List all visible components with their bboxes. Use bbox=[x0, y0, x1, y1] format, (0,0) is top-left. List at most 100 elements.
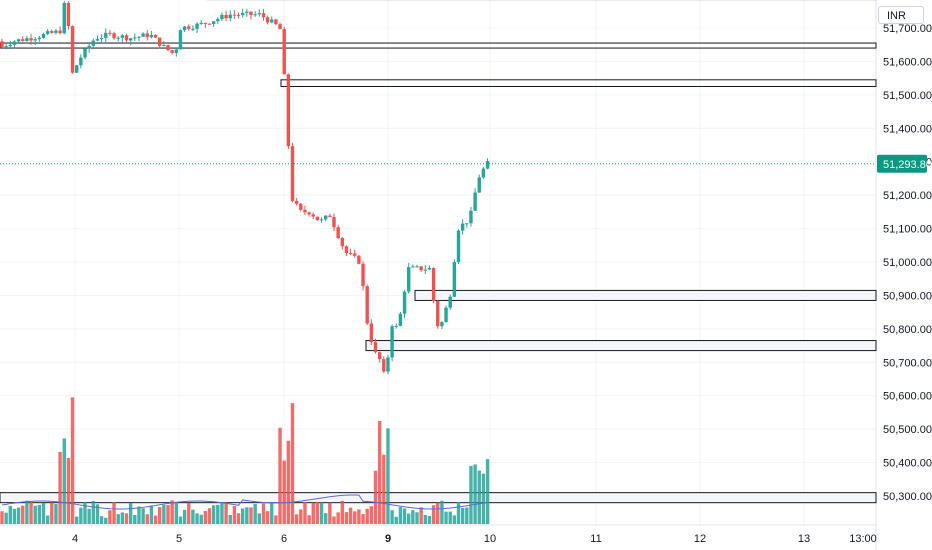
candle-body bbox=[407, 267, 411, 292]
candle-body bbox=[444, 307, 448, 323]
candle-body bbox=[83, 48, 87, 58]
volume-bar bbox=[353, 511, 357, 524]
volume-bar bbox=[66, 457, 71, 524]
candle-body bbox=[203, 22, 208, 24]
candle-body bbox=[195, 23, 199, 29]
volume-bar bbox=[485, 459, 490, 524]
candle-body bbox=[33, 39, 37, 41]
candle-body bbox=[145, 33, 149, 38]
volume-bar bbox=[0, 511, 4, 524]
y-tick-label: 51,700.00 bbox=[883, 23, 932, 35]
price-zone bbox=[365, 340, 877, 352]
volume-bar bbox=[328, 502, 332, 524]
y-tick-label: 51,200.00 bbox=[883, 190, 932, 202]
candle-body bbox=[290, 146, 295, 201]
candle-body bbox=[423, 269, 427, 271]
candle-body bbox=[79, 57, 83, 66]
candle-body bbox=[178, 30, 183, 50]
candle-body bbox=[187, 26, 191, 29]
candle-body bbox=[216, 19, 220, 22]
candle-body bbox=[286, 74, 291, 147]
currency-badge[interactable]: INR bbox=[878, 6, 924, 24]
volume-bar bbox=[228, 514, 232, 524]
candle-body bbox=[104, 32, 108, 38]
volume-bar bbox=[203, 511, 208, 524]
candle-body bbox=[45, 31, 50, 34]
candle-body bbox=[211, 21, 216, 24]
volume-bar bbox=[54, 504, 58, 524]
candle-body bbox=[340, 238, 344, 247]
volume-bar bbox=[158, 507, 162, 524]
candle-body bbox=[54, 30, 58, 33]
x-tick-label: 6 bbox=[281, 533, 287, 545]
volume-bar bbox=[477, 470, 481, 524]
volume-bar bbox=[411, 510, 415, 524]
volume-bar bbox=[170, 500, 174, 524]
volume-bar bbox=[41, 503, 46, 524]
candle-body bbox=[265, 17, 270, 23]
volume-bar bbox=[415, 512, 419, 524]
volume-bar bbox=[261, 503, 266, 524]
volume-bar bbox=[33, 505, 37, 524]
volume-bar bbox=[174, 501, 178, 524]
x-tick-label: 5 bbox=[176, 533, 182, 545]
volume-bar bbox=[299, 509, 303, 524]
volume-bar bbox=[137, 506, 141, 524]
volume-bar bbox=[16, 507, 21, 524]
candle-body bbox=[274, 19, 278, 25]
volume-bar bbox=[45, 515, 50, 524]
candle-body bbox=[415, 266, 419, 268]
candle-body bbox=[99, 37, 104, 40]
candle-body bbox=[116, 37, 120, 39]
volume-bar bbox=[423, 514, 427, 524]
volume-bar bbox=[29, 501, 33, 524]
volume-bar bbox=[286, 440, 291, 524]
x-tick-label: 12 bbox=[694, 533, 706, 545]
volume-bar bbox=[195, 513, 199, 524]
candle-body bbox=[232, 14, 237, 16]
candle-body bbox=[170, 50, 174, 53]
candle-body bbox=[174, 49, 178, 53]
candle-body bbox=[25, 38, 29, 41]
candle-body bbox=[95, 39, 100, 41]
candle-body bbox=[373, 342, 378, 353]
volume-bar bbox=[116, 514, 120, 524]
candle-body bbox=[128, 38, 133, 41]
volume-bar bbox=[460, 507, 465, 524]
candle-body bbox=[66, 2, 71, 27]
volume-bar bbox=[394, 516, 398, 524]
candle-body bbox=[460, 223, 465, 231]
volume-bar bbox=[191, 509, 195, 524]
volume-bar bbox=[50, 502, 54, 524]
candle-body bbox=[37, 37, 42, 40]
candle-body bbox=[29, 38, 33, 41]
volume-bar bbox=[178, 516, 183, 524]
volume-bar bbox=[427, 515, 432, 524]
candle-body bbox=[402, 291, 407, 314]
volume-bar bbox=[58, 451, 62, 524]
volume-bar bbox=[294, 514, 299, 524]
candle-body bbox=[315, 216, 320, 221]
candle-body bbox=[62, 2, 66, 34]
volume-bar bbox=[398, 506, 403, 524]
volume-bar bbox=[166, 505, 170, 524]
y-tick-label: 50,300.00 bbox=[883, 491, 932, 503]
x-tick-label: 11 bbox=[590, 533, 601, 545]
volume-bar bbox=[245, 507, 249, 524]
y-tick-label: 51,600.00 bbox=[883, 56, 932, 68]
candle-body bbox=[166, 45, 170, 51]
candle-body bbox=[228, 14, 232, 19]
candle-body bbox=[41, 33, 46, 38]
last-price-tag bbox=[877, 154, 927, 173]
volume-bar bbox=[469, 465, 473, 524]
candle-body bbox=[182, 26, 187, 31]
volume-bar bbox=[307, 515, 311, 524]
candle-body bbox=[191, 28, 195, 30]
candle-body bbox=[236, 14, 241, 16]
candle-body bbox=[257, 13, 261, 15]
volume-bar bbox=[365, 508, 369, 524]
volume-bar bbox=[141, 508, 145, 524]
y-tick-label: 50,600.00 bbox=[883, 391, 932, 403]
